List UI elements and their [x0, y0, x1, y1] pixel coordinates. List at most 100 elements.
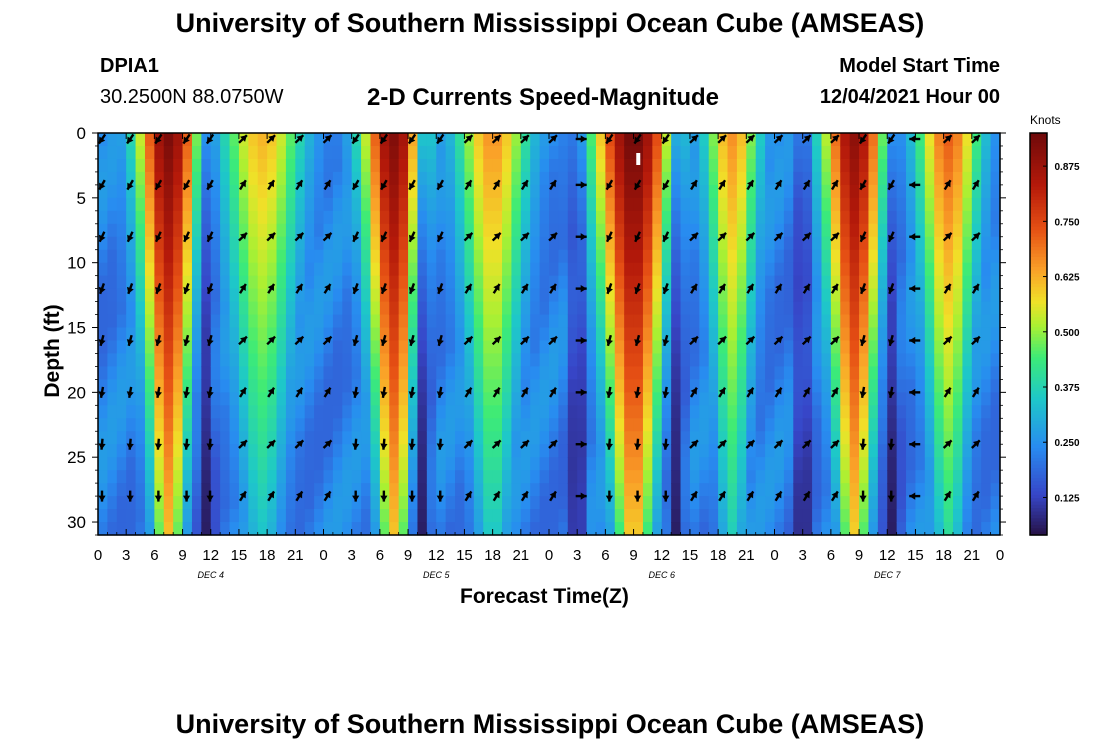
heatmap-cell: [182, 418, 193, 432]
current-vector: [294, 232, 305, 242]
heatmap-cell: [577, 522, 588, 536]
heatmap-cell: [98, 288, 108, 303]
heatmap-cell: [173, 431, 184, 445]
heatmap-cell: [464, 379, 475, 393]
heatmap-cell: [520, 184, 531, 199]
heatmap-cell: [210, 314, 221, 329]
current-vector: [206, 231, 214, 243]
heatmap-cell: [135, 210, 146, 225]
heatmap-cell: [426, 301, 437, 316]
heatmap-cell: [877, 431, 888, 445]
heatmap-cell: [887, 145, 898, 160]
colorbar-segment: [1030, 427, 1047, 432]
heatmap-cell: [379, 379, 390, 393]
heatmap-cell: [220, 405, 231, 419]
current-vector: [746, 490, 755, 502]
heatmap-cell: [210, 210, 221, 225]
heatmap-cell: [426, 418, 437, 432]
vector-head: [409, 234, 416, 242]
vector-head: [606, 234, 613, 242]
heatmap-cell: [812, 288, 823, 303]
colorbar-segment: [1030, 230, 1047, 235]
heatmap-cell: [398, 379, 409, 393]
heatmap-cell: [990, 223, 1001, 238]
heatmap-cell: [436, 522, 447, 536]
vector-head: [493, 232, 501, 240]
vector-head: [747, 440, 755, 448]
model-start-value: 12/04/2021 Hour 00: [819, 86, 1000, 108]
y-tick-label: 20: [67, 383, 86, 402]
heatmap-cell: [332, 275, 343, 290]
heatmap-cell: [934, 223, 945, 238]
heatmap-cell: [530, 158, 541, 173]
heatmap-cell: [201, 483, 212, 497]
heatmap-cell: [154, 288, 165, 303]
heatmap-cell: [868, 171, 879, 186]
heatmap-cell: [191, 340, 202, 355]
heatmap-cell: [887, 522, 898, 536]
heatmap-cell: [793, 353, 804, 368]
current-vector: [633, 179, 642, 191]
heatmap-cell: [868, 483, 879, 497]
heatmap-cell: [736, 210, 747, 225]
heatmap-cell: [379, 184, 390, 199]
heatmap-cell: [642, 210, 653, 225]
heatmap-cell: [577, 509, 588, 523]
colorbar-segment: [1030, 511, 1047, 516]
heatmap-cell: [502, 340, 513, 355]
heatmap-cell: [417, 405, 428, 419]
colorbar-segment: [1030, 283, 1047, 288]
heatmap-cell: [426, 366, 437, 380]
heatmap-cell: [642, 145, 653, 160]
heatmap-cell: [567, 405, 578, 419]
heatmap-cell: [276, 301, 287, 316]
heatmap-cell: [783, 418, 794, 432]
heatmap-cell: [915, 418, 926, 432]
vector-head: [99, 182, 106, 190]
heatmap-cell: [220, 210, 231, 225]
current-vector: [745, 134, 756, 144]
heatmap-cell: [436, 314, 447, 329]
current-vector: [773, 134, 784, 144]
heatmap-cell: [135, 522, 146, 536]
heatmap-cell: [671, 210, 682, 225]
heatmap-cell: [934, 509, 945, 523]
heatmap-cell: [332, 223, 343, 238]
heatmap-cell: [793, 340, 804, 355]
heatmap-cell: [840, 262, 851, 277]
heatmap-cell: [567, 158, 578, 173]
heatmap-cell: [708, 379, 719, 393]
heatmap-cell: [624, 301, 635, 316]
heatmap-cell: [567, 418, 578, 432]
heatmap-cell: [821, 379, 832, 393]
heatmap-cell: [436, 470, 447, 484]
heatmap-cell: [755, 223, 766, 238]
heatmap-cell: [689, 171, 700, 186]
heatmap-cell: [821, 457, 832, 471]
heatmap-cell: [483, 509, 494, 523]
vector-head: [98, 495, 106, 502]
vector-head: [691, 440, 698, 448]
heatmap-cell: [436, 379, 447, 393]
heatmap-cell: [483, 262, 494, 277]
heatmap-cell: [990, 158, 1001, 173]
heatmap-cell: [906, 418, 917, 432]
heatmap-cell: [276, 158, 287, 173]
heatmap-cell: [915, 301, 926, 316]
heatmap-cell: [727, 197, 738, 212]
heatmap-cell: [558, 483, 569, 497]
vector-head: [239, 387, 246, 395]
heatmap-cell: [116, 249, 127, 264]
heatmap-cell: [774, 288, 785, 303]
heatmap-cell: [981, 353, 992, 368]
heatmap-cell: [107, 275, 118, 290]
heatmap-cell: [238, 392, 249, 406]
colorbar-segment: [1030, 380, 1047, 385]
heatmap-cell: [361, 522, 372, 536]
heatmap-cell: [765, 392, 776, 406]
heatmap-cell: [342, 275, 353, 290]
x-tick-label: 21: [963, 547, 980, 564]
heatmap-cell: [689, 405, 700, 419]
heatmap-cell: [990, 405, 1001, 419]
x-tick-label: 12: [428, 547, 445, 564]
